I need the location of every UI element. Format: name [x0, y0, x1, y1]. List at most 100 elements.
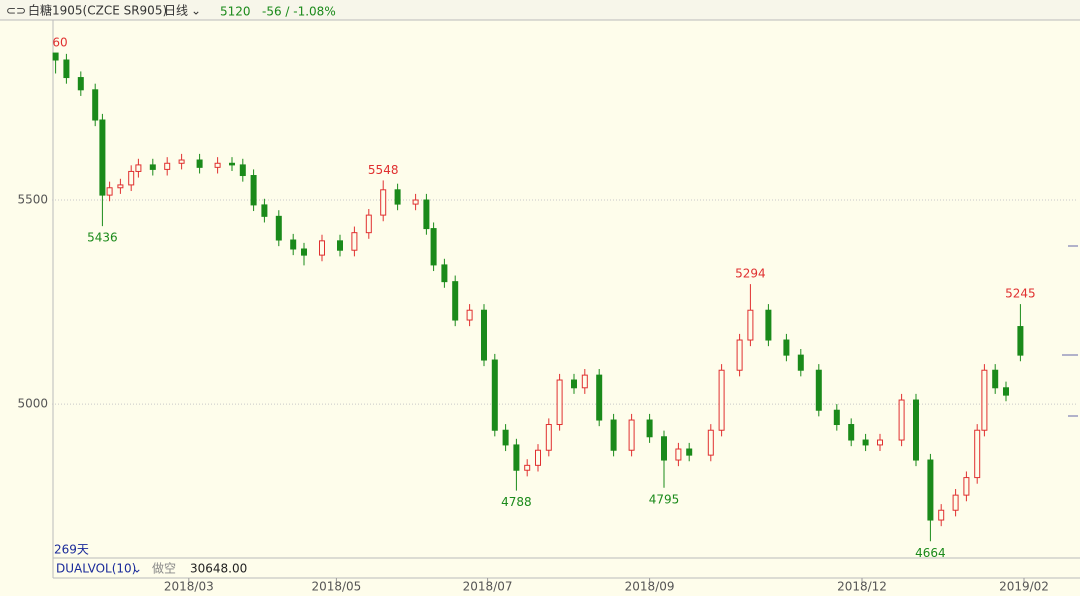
candle-body: [981, 369, 988, 431]
candle-body: [963, 477, 970, 496]
extreme-label: 4788: [501, 495, 532, 509]
candle-body: [337, 240, 343, 251]
candle-body: [675, 448, 682, 461]
candle-body: [747, 309, 754, 341]
candle-body: [718, 369, 725, 431]
candle-body: [275, 215, 282, 241]
candle-body: [250, 175, 257, 206]
candle-body: [301, 248, 307, 256]
candle-body: [319, 240, 325, 256]
x-tick-label: 2018/05: [311, 580, 361, 594]
candle-body: [452, 281, 459, 321]
x-tick-label: 2018/07: [463, 580, 513, 594]
candle-body: [646, 419, 653, 438]
candle-body: [535, 449, 541, 466]
link-icon[interactable]: ⊂⊃: [6, 4, 26, 18]
extreme-label: 4795: [649, 492, 680, 506]
candle-body: [52, 52, 59, 61]
candle-body: [877, 439, 883, 446]
candle-body: [77, 77, 84, 91]
candle-body: [661, 436, 667, 461]
extreme-label: 5548: [368, 163, 399, 177]
header-bar: [0, 0, 1080, 20]
y-tick-label: 5000: [17, 397, 48, 411]
candle-body: [394, 189, 401, 205]
candle-body: [610, 419, 617, 451]
x-tick-label: 2019/02: [999, 580, 1049, 594]
x-tick-label: 2018/09: [625, 580, 675, 594]
candle-body: [481, 309, 487, 361]
candle-body: [239, 164, 246, 177]
candle-body: [898, 399, 905, 441]
extreme-label: 5245: [1005, 287, 1036, 301]
extreme-label: 5436: [87, 231, 118, 245]
candle-body: [423, 199, 430, 230]
indicator[interactable]: DUALVOL(10): [56, 562, 136, 576]
day-count: 269天: [54, 543, 89, 557]
candle-body: [581, 374, 588, 389]
candle-body: [430, 228, 437, 266]
candle-body: [707, 429, 714, 456]
symbol[interactable]: 白糖1905(CZCE SR905): [28, 3, 167, 18]
candle-body: [952, 494, 959, 511]
candle-body: [128, 170, 135, 186]
candle-body: [628, 419, 635, 451]
candle-body: [135, 164, 142, 172]
candle-body: [862, 439, 869, 446]
candle-body: [229, 162, 235, 166]
candle-body: [502, 429, 509, 446]
candle-body: [938, 509, 945, 521]
extreme-label: 60: [52, 36, 67, 50]
candle-body: [214, 162, 221, 168]
extreme-label: 5294: [735, 267, 766, 281]
candle-body: [556, 379, 563, 426]
candle-body: [815, 369, 822, 411]
candle-body: [513, 444, 520, 471]
candle-body: [571, 379, 577, 389]
candle-body: [797, 354, 804, 371]
price: 5120: [220, 5, 251, 19]
candle-body: [196, 159, 203, 168]
candle-body: [106, 187, 113, 196]
candle-body: [927, 459, 934, 521]
y-tick-label: 5500: [17, 193, 48, 207]
candle-body: [117, 184, 124, 189]
candle-body: [491, 359, 498, 431]
candle-body: [783, 339, 790, 356]
candle-body: [178, 159, 185, 164]
candle-body: [164, 162, 171, 170]
x-tick-label: 2018/03: [164, 580, 214, 594]
candle-body: [913, 399, 919, 461]
candle-body: [545, 424, 552, 451]
candle-body: [261, 204, 268, 217]
candle-body: [833, 409, 840, 426]
side: 做空: [152, 561, 176, 576]
x-tick-label: 2018/12: [837, 580, 887, 594]
extreme-label: 4664: [915, 546, 946, 560]
candle-body: [441, 264, 448, 283]
candle-body: [1017, 326, 1024, 356]
candle-body: [351, 232, 358, 251]
indicator-arrow[interactable]: ⌄: [132, 562, 142, 576]
candle-body: [596, 374, 603, 421]
candle-body: [974, 429, 981, 479]
candle-body: [365, 214, 372, 234]
candle-body: [848, 424, 855, 441]
candle-body: [380, 189, 387, 216]
candle-body: [290, 239, 297, 250]
candle-body: [524, 464, 531, 471]
candle-body: [466, 309, 473, 321]
candle-body: [736, 339, 743, 371]
volume: 30648.00: [190, 562, 247, 576]
period-arrow[interactable]: ⌄: [191, 4, 201, 18]
candle-body: [63, 59, 70, 79]
candle-body: [992, 369, 999, 389]
candle-body: [412, 199, 419, 205]
period[interactable]: 日线: [164, 4, 188, 18]
change: -56 / -1.08%: [262, 5, 336, 19]
candle-body: [1003, 387, 1009, 396]
candle-body: [92, 89, 99, 121]
